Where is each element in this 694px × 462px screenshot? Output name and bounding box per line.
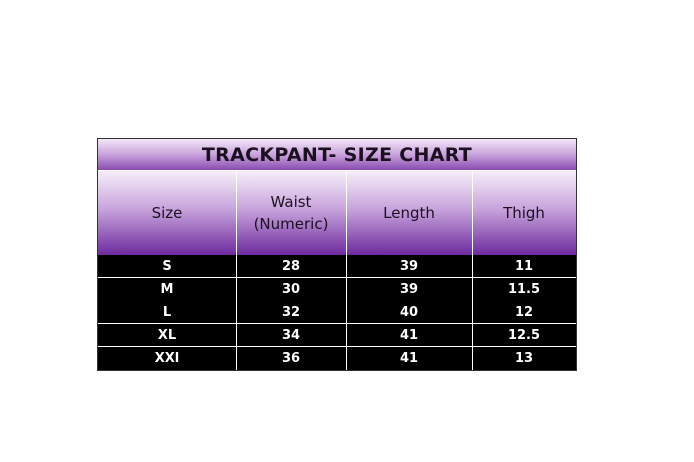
table-cell: 40 — [399, 305, 419, 320]
column-header: Thigh — [472, 171, 576, 255]
table-cell: XXl — [154, 351, 180, 366]
table-cell: L — [162, 305, 172, 320]
column-header-text: (Numeric) — [253, 215, 329, 233]
table-cell: 12 — [514, 305, 534, 320]
column-header-text: Length — [383, 204, 435, 222]
size-chart-table: TRACKPANT- SIZE CHART Size Waist (Numeric)… — [97, 138, 577, 371]
chart-title: TRACKPANT- SIZE CHART — [98, 139, 576, 171]
table-cell: 36 — [281, 351, 301, 366]
column-header-text: Waist — [270, 193, 312, 211]
row-divider — [98, 323, 576, 324]
table-cell: 13 — [514, 351, 534, 366]
table-cell: 39 — [399, 282, 419, 297]
column-header: Length — [346, 171, 472, 255]
column-divider — [236, 171, 237, 370]
column-header-text: Thigh — [503, 204, 545, 222]
table-cell: XL — [157, 328, 177, 343]
table-cell: 32 — [281, 305, 301, 320]
table-cell: 41 — [399, 351, 419, 366]
table-cell: 34 — [281, 328, 301, 343]
table-cell: 12.5 — [507, 328, 541, 343]
column-header: Waist (Numeric) — [236, 171, 346, 255]
table-cell: S — [162, 259, 172, 274]
table-cell: M — [160, 282, 174, 297]
column-header: Size — [98, 171, 236, 255]
column-header-text: Size — [151, 204, 183, 222]
table-cell: 41 — [399, 328, 419, 343]
column-divider — [346, 171, 347, 370]
row-divider — [98, 346, 576, 347]
column-divider — [472, 171, 473, 370]
table-cell: 11 — [514, 259, 534, 274]
row-divider — [98, 277, 576, 278]
table-cell: 30 — [281, 282, 301, 297]
table-cell: 39 — [399, 259, 419, 274]
table-cell: 11.5 — [507, 282, 541, 297]
table-cell: 28 — [281, 259, 301, 274]
